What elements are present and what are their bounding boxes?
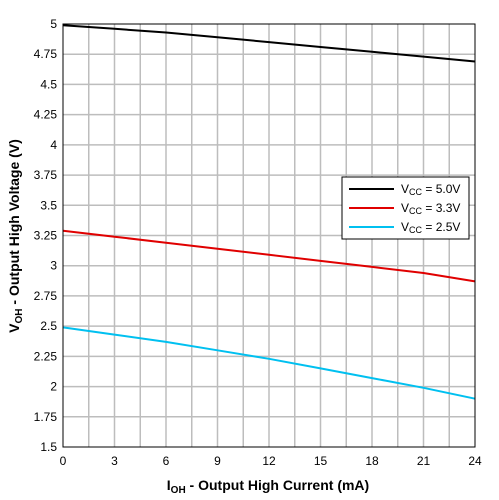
- y-tick-label: 3: [50, 259, 57, 273]
- legend-label-1: VCC = 3.3V: [401, 201, 460, 216]
- y-tick-label: 4.75: [34, 47, 58, 61]
- y-tick-label: 2.75: [34, 289, 58, 303]
- plot-frame: [62, 23, 476, 448]
- series-group: [62, 24, 476, 400]
- series-line-2: [62, 326, 476, 400]
- series-line-0: [62, 24, 476, 63]
- legend: VCC = 5.0V VCC = 3.3V VCC = 2.5V: [341, 176, 470, 240]
- legend-label-0: VCC = 5.0V: [401, 182, 460, 197]
- y-tick-label: 5: [50, 17, 57, 31]
- y-tick-labels: 1.5 1.75 2 2.25 2.5 2.75 3 3.25 3.5 3.75 4 4.25 4.5 4…: [34, 17, 58, 454]
- series-line-1: [62, 229, 476, 283]
- x-tick-label: 6: [163, 454, 170, 468]
- y-tick-label: 1.5: [40, 440, 57, 454]
- y-tick-label: 1.75: [34, 410, 58, 424]
- y-tick-label: 4: [50, 138, 57, 152]
- legend-label-2: VCC = 2.5V: [401, 220, 460, 235]
- y-tick-label: 3.25: [34, 229, 58, 243]
- x-tick-label: 12: [262, 454, 276, 468]
- y-tick-label: 4.25: [34, 108, 58, 122]
- x-tick-label: 15: [314, 454, 328, 468]
- y-tick-label: 3.75: [34, 168, 58, 182]
- y-tick-label: 3.5: [40, 198, 57, 212]
- x-tick-label: 18: [365, 454, 379, 468]
- x-axis-title: IOH - Output High Current (mA): [167, 477, 369, 496]
- x-tick-label: 24: [468, 454, 482, 468]
- y-tick-label: 4.5: [40, 77, 57, 91]
- y-tick-label: 2: [50, 380, 57, 394]
- x-tick-label: 9: [214, 454, 221, 468]
- x-tick-label: 0: [60, 454, 67, 468]
- y-tick-label: 2.25: [34, 349, 58, 363]
- x-tick-label: 21: [417, 454, 431, 468]
- y-axis-title: VOH - Output High Voltage (V): [6, 139, 25, 333]
- x-tick-labels: 0 3 6 9 12 15 18 21 24: [60, 454, 482, 468]
- x-tick-label: 3: [111, 454, 118, 468]
- y-tick-label: 2.5: [40, 319, 57, 333]
